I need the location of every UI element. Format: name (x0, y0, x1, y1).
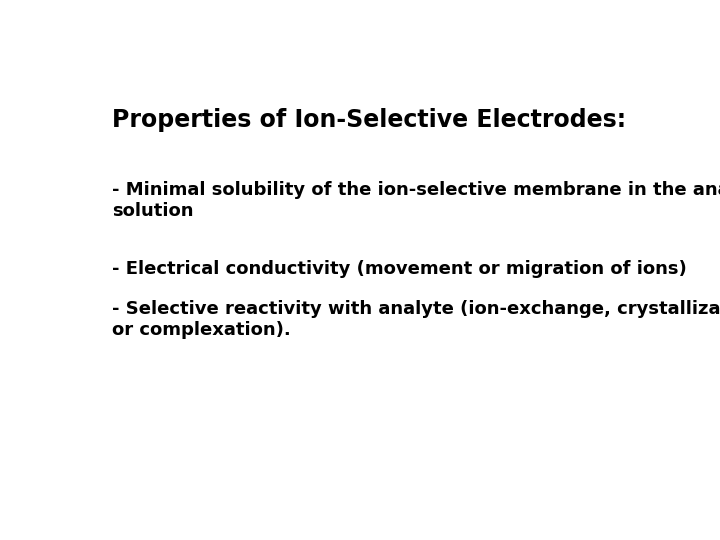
Text: - Electrical conductivity (movement or migration of ions): - Electrical conductivity (movement or m… (112, 260, 687, 278)
Text: - Selective reactivity with analyte (ion-exchange, crystallization,
or complexat: - Selective reactivity with analyte (ion… (112, 300, 720, 339)
Text: Properties of Ion-Selective Electrodes:: Properties of Ion-Selective Electrodes: (112, 109, 626, 132)
Text: - Minimal solubility of the ion-selective membrane in the analyte
solution: - Minimal solubility of the ion-selectiv… (112, 181, 720, 220)
